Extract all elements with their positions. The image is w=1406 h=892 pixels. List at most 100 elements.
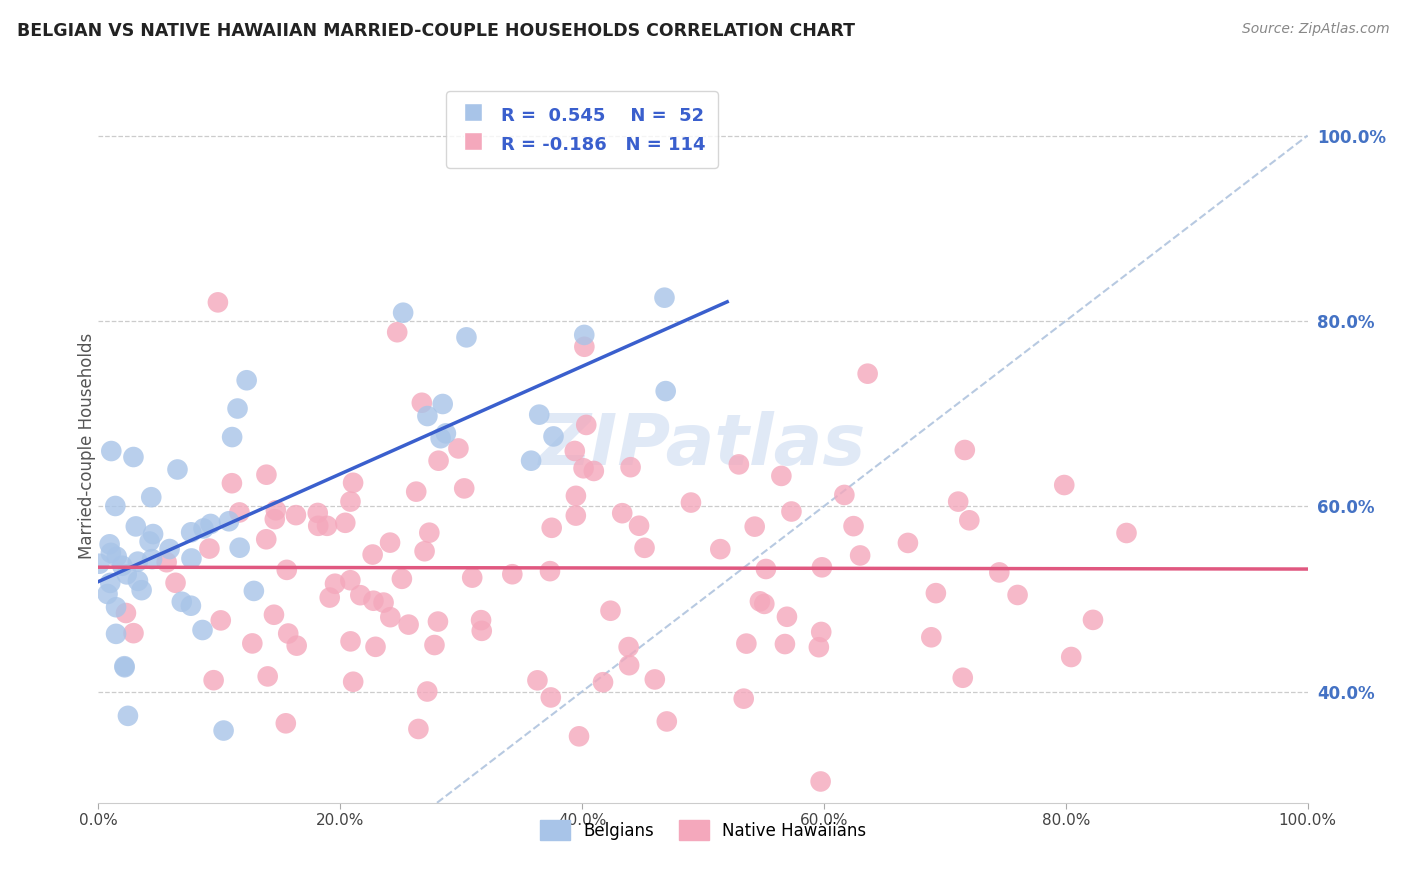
Point	[568, 729, 591, 743]
Point	[592, 675, 614, 690]
Point	[920, 630, 942, 644]
Point	[100, 546, 122, 560]
Point	[115, 567, 138, 582]
Point	[709, 542, 731, 557]
Legend: Belgians, Native Hawaiians: Belgians, Native Hawaiians	[531, 812, 875, 848]
Point	[773, 637, 796, 651]
Text: BELGIAN VS NATIVE HAWAIIAN MARRIED-COUPLE HOUSEHOLDS CORRELATION CHART: BELGIAN VS NATIVE HAWAIIAN MARRIED-COUPL…	[17, 22, 855, 40]
Point	[582, 464, 605, 478]
Point	[849, 549, 872, 563]
Point	[471, 624, 494, 638]
Point	[228, 505, 250, 519]
Point	[209, 613, 232, 627]
Point	[748, 594, 770, 608]
Point	[105, 600, 128, 615]
Point	[364, 640, 387, 654]
Point	[263, 512, 285, 526]
Point	[946, 494, 969, 508]
Point	[263, 607, 285, 622]
Point	[952, 671, 974, 685]
Point	[254, 533, 277, 547]
Point	[456, 330, 478, 344]
Point	[1053, 478, 1076, 492]
Point	[316, 518, 339, 533]
Point	[728, 458, 751, 472]
Point	[1081, 613, 1104, 627]
Point	[574, 327, 596, 342]
Point	[953, 442, 976, 457]
Point	[285, 639, 308, 653]
Point	[264, 503, 287, 517]
Point	[127, 555, 149, 569]
Point	[170, 595, 193, 609]
Point	[221, 476, 243, 491]
Point	[142, 527, 165, 541]
Point	[957, 513, 980, 527]
Point	[240, 636, 263, 650]
Point	[807, 640, 830, 655]
Point	[277, 626, 299, 640]
Point	[284, 508, 307, 522]
Point	[105, 549, 128, 564]
Point	[538, 564, 561, 578]
Point	[432, 397, 454, 411]
Y-axis label: Married-couple Households: Married-couple Households	[79, 333, 96, 559]
Point	[654, 291, 676, 305]
Point	[735, 637, 758, 651]
Point	[361, 548, 384, 562]
Point	[1060, 650, 1083, 665]
Point	[565, 508, 588, 523]
Point	[679, 495, 702, 509]
Point	[193, 521, 215, 535]
Point	[413, 544, 436, 558]
Point	[540, 521, 562, 535]
Point	[633, 541, 655, 555]
Point	[115, 606, 138, 620]
Point	[218, 514, 240, 528]
Point	[100, 444, 122, 458]
Point	[89, 557, 111, 571]
Point	[391, 572, 413, 586]
Point	[856, 367, 879, 381]
Point	[363, 593, 385, 607]
Point	[339, 494, 361, 508]
Point	[416, 409, 439, 423]
Point	[744, 519, 766, 533]
Point	[453, 482, 475, 496]
Point	[988, 566, 1011, 580]
Point	[405, 484, 427, 499]
Point	[96, 587, 118, 601]
Point	[461, 571, 484, 585]
Point	[644, 673, 666, 687]
Point	[207, 295, 229, 310]
Point	[111, 558, 134, 573]
Point	[276, 563, 298, 577]
Point	[810, 624, 832, 639]
Point	[243, 583, 266, 598]
Point	[526, 673, 548, 688]
Point	[655, 714, 678, 729]
Point	[200, 516, 222, 531]
Point	[834, 488, 856, 502]
Point	[342, 674, 364, 689]
Point	[628, 518, 651, 533]
Point	[398, 617, 420, 632]
Point	[810, 774, 832, 789]
Point	[226, 401, 249, 416]
Point	[411, 396, 433, 410]
Point	[780, 504, 803, 518]
Point	[575, 417, 598, 432]
Point	[423, 638, 446, 652]
Point	[117, 709, 139, 723]
Point	[104, 499, 127, 513]
Point	[925, 586, 948, 600]
Point	[897, 536, 920, 550]
Point	[180, 599, 202, 613]
Point	[387, 325, 409, 339]
Point	[180, 525, 202, 540]
Point	[114, 660, 136, 674]
Point	[617, 658, 640, 673]
Point	[574, 340, 596, 354]
Point	[520, 453, 543, 467]
Point	[349, 588, 371, 602]
